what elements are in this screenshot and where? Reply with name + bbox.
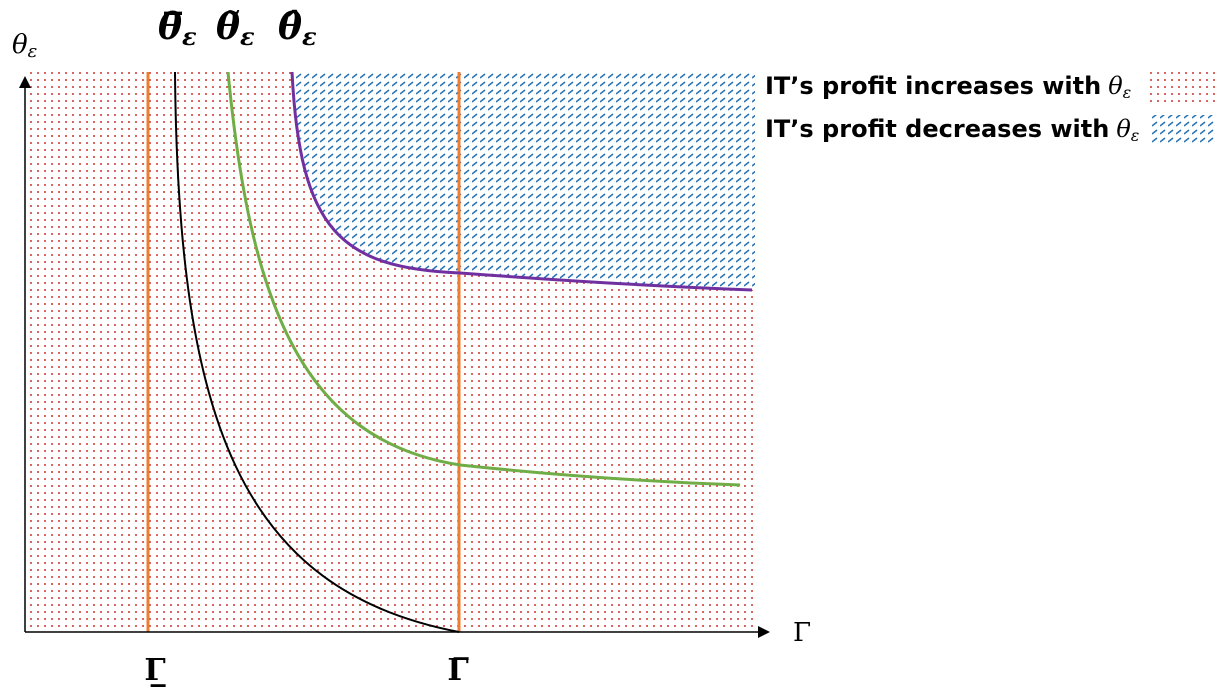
theta-tilde-curve (226, 71, 741, 487)
legend-text: IT’s profit decreases with (765, 115, 1109, 143)
symbol: θ (1108, 72, 1123, 100)
legend-text: IT’s profit increases with (765, 72, 1101, 100)
subscript: ε (240, 22, 255, 51)
decrease-region (292, 72, 755, 290)
symbol: θ̂ (278, 6, 302, 48)
legend-swatch (1150, 115, 1216, 145)
symbol: θ (1116, 115, 1131, 143)
curve-label: θ̅ε (158, 6, 197, 51)
x-axis-label: Γ (793, 618, 811, 648)
legend-entry: IT’s profit increases with θε (765, 72, 1131, 102)
symbol: θ̃ (216, 6, 240, 48)
subscript: ε (302, 22, 317, 51)
legend-swatch (1150, 72, 1216, 102)
y-axis-label: θε (12, 30, 37, 62)
symbol: θ̅ (158, 6, 182, 48)
x-arrow (758, 626, 770, 638)
subscript: ε (28, 41, 38, 62)
symbol: θ (12, 30, 28, 60)
subscript: ε (1123, 83, 1132, 102)
curve-label: θ̂ε (278, 6, 317, 51)
legend-entry: IT’s profit decreases with θε (765, 115, 1139, 145)
curve-label: θ̃ε (216, 6, 255, 51)
y-arrow (19, 76, 31, 88)
subscript: ε (182, 22, 197, 51)
subscript: ε (1131, 126, 1140, 145)
theta-hat-curve (290, 71, 753, 292)
theta-bar-curve (174, 71, 460, 633)
gamma-lower: Γ̲ (144, 653, 165, 688)
gamma-upper: Γ̅ (447, 653, 468, 688)
